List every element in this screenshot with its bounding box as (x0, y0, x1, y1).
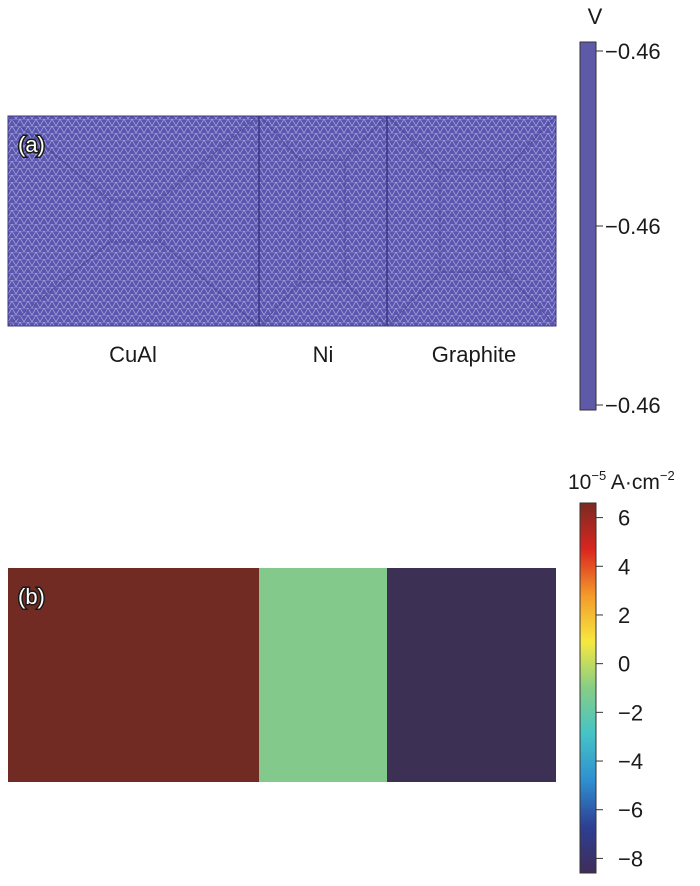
colorbar-a-tick-label: −0.46 (605, 214, 661, 239)
colorbar-a-tick-label: −0.46 (605, 393, 661, 418)
panel-b: (b) 10−5 A·cm−2 6 4 2 0 −2 −4 −6 −8 (8, 468, 675, 874)
region-label-ni: Ni (313, 342, 334, 367)
colorbar-b-tick-label: 6 (618, 506, 630, 531)
region-graphite (387, 568, 556, 782)
panel-a-mesh (8, 116, 556, 326)
colorbar-b-tick-label: 4 (618, 554, 630, 579)
colorbar-a-tick-label: −0.46 (605, 39, 661, 64)
colorbar-a (579, 41, 597, 411)
colorbar-a-unit: V (588, 4, 603, 29)
colorbar-b-tick-label: −6 (618, 798, 643, 823)
panel-a-label: (a) (18, 132, 45, 157)
region-label-graphite: Graphite (432, 342, 516, 367)
colorbar-b (579, 502, 597, 874)
region-ni (259, 568, 387, 782)
panel-a: (a) CuAl Ni Graphite V −0.46 −0.46 −0.46 (7, 4, 661, 418)
panel-a-frame (7, 115, 557, 327)
region-cual (8, 568, 259, 782)
region-label-cual: CuAl (109, 342, 157, 367)
colorbar-b-tick-label: 0 (618, 652, 630, 677)
colorbar-b-tick-label: −4 (618, 749, 643, 774)
panel-a-mesh-traces (7, 115, 557, 327)
colorbar-b-unit: 10−5 A·cm−2 (568, 468, 675, 494)
colorbar-b-tick-label: 2 (618, 603, 630, 628)
colorbar-b-ticks: 6 4 2 0 −2 −4 −6 −8 (596, 506, 643, 871)
colorbar-b-tick-label: −8 (618, 846, 643, 871)
panel-b-label: (b) (18, 584, 45, 609)
colorbar-b-tick-label: −2 (618, 700, 643, 725)
